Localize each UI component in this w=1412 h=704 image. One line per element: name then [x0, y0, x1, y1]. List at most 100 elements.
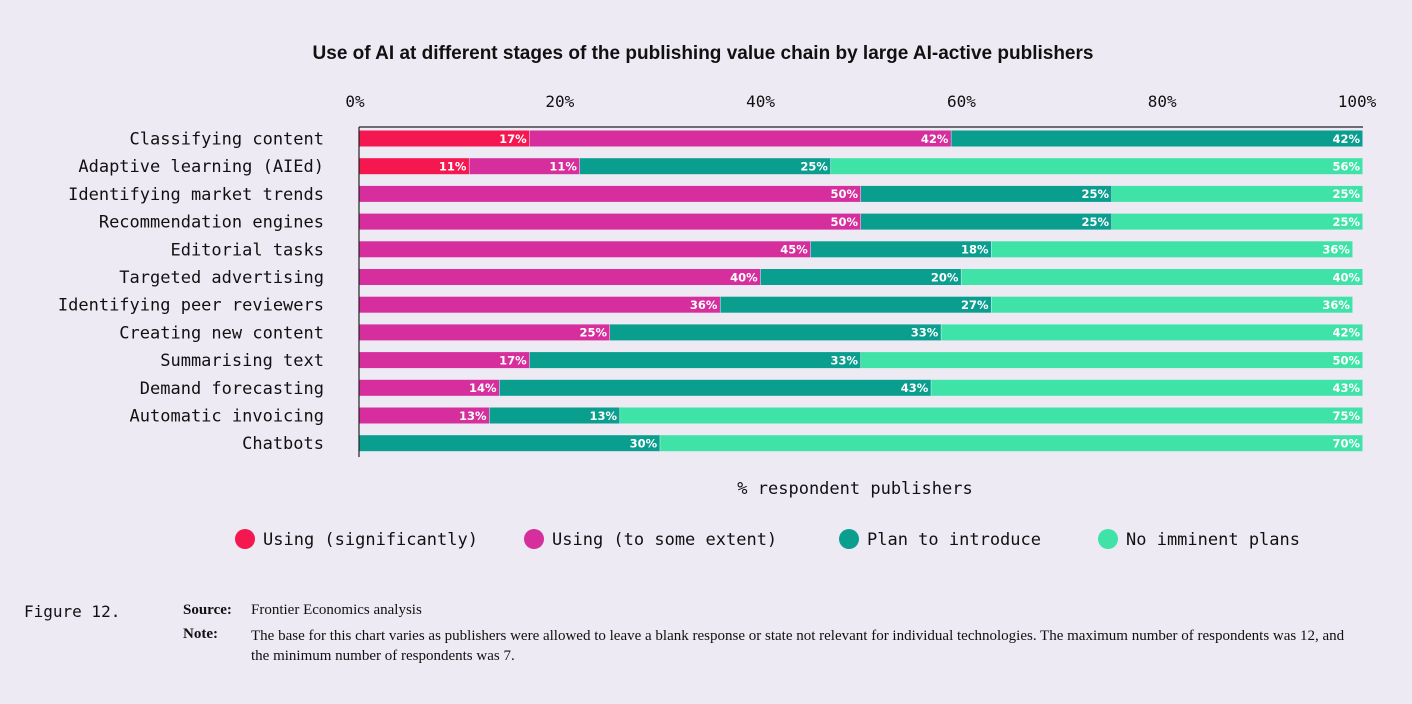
bar-segment [469, 158, 580, 175]
data-label: 42% [1332, 326, 1360, 340]
category-label: Recommendation engines [99, 213, 324, 233]
note-row: Note: The base for this chart varies as … [183, 626, 1353, 666]
category-label: Adaptive learning (AIEd) [78, 157, 324, 177]
category-label: Creating new content [119, 323, 324, 343]
category-label: Chatbots [242, 434, 324, 454]
data-label: 17% [499, 353, 527, 367]
chart-title: Use of AI at different stages of the pub… [313, 43, 1094, 64]
bars [359, 130, 1364, 452]
data-label: 33% [911, 326, 939, 340]
category-label: Identifying peer reviewers [58, 296, 324, 316]
x-tick-label: 80% [1148, 92, 1177, 111]
data-label: 13% [590, 409, 618, 423]
bar-segment [620, 407, 1363, 424]
data-label: 25% [1081, 187, 1109, 201]
bar-segment [359, 158, 470, 175]
bar-segment [359, 407, 490, 424]
legend-swatch [235, 529, 255, 549]
legend-swatch [524, 529, 544, 549]
bar-segment [529, 352, 861, 369]
legend-label: No imminent plans [1126, 530, 1300, 550]
data-label: 33% [830, 353, 858, 367]
x-tick-label: 0% [345, 92, 365, 111]
bar-segment [359, 352, 530, 369]
bar-segment [760, 269, 962, 285]
x-axis-ticks: 0% 20% 40% 60% 80% 100% [345, 92, 1376, 111]
data-label: 25% [1332, 187, 1360, 201]
legend: Using (significantly) Using (to some exte… [235, 529, 1300, 550]
data-label: 36% [1322, 243, 1350, 257]
category-label: Editorial tasks [170, 240, 324, 260]
data-label: 20% [931, 270, 959, 284]
legend-label: Using (to some extent) [552, 530, 777, 550]
data-label: 43% [901, 381, 929, 395]
legend-swatch [1098, 529, 1118, 549]
bar-segment [991, 296, 1353, 313]
bar-segment [529, 130, 952, 147]
data-label: 18% [961, 243, 989, 257]
bar-segment [961, 269, 1363, 285]
bar-segment [660, 435, 1363, 452]
data-label: 27% [961, 298, 989, 312]
data-label: 42% [1332, 132, 1360, 146]
note-key: Note: [183, 626, 218, 642]
data-label: 36% [690, 298, 718, 312]
legend-label: Using (significantly) [263, 530, 478, 550]
category-label: Demand forecasting [140, 379, 324, 399]
data-label: 25% [1332, 215, 1360, 229]
data-label: 50% [1332, 353, 1360, 367]
bar-segment [359, 213, 861, 230]
x-tick-label: 100% [1338, 92, 1377, 111]
legend-label: Plan to introduce [867, 530, 1041, 550]
source-key: Source: [183, 602, 232, 618]
data-label: 50% [830, 187, 858, 201]
data-label: 40% [730, 270, 758, 284]
data-label: 25% [800, 160, 828, 174]
bar-segment [720, 296, 992, 313]
figure-label: Figure 12. [24, 602, 121, 621]
category-label: Targeted advertising [119, 268, 324, 288]
data-label: 43% [1332, 381, 1360, 395]
bar-segment [359, 435, 661, 452]
data-label: 56% [1332, 160, 1360, 174]
data-label: 45% [780, 243, 808, 257]
bar-segment [861, 352, 1363, 369]
bar-segment [1112, 185, 1363, 202]
data-label: 75% [1332, 409, 1360, 423]
data-label: 50% [830, 215, 858, 229]
bar-segment [1112, 213, 1363, 230]
note-text: The base for this chart varies as publis… [251, 628, 1345, 664]
data-label: 30% [630, 437, 658, 451]
category-label: Summarising text [160, 351, 324, 371]
bar-segment [941, 324, 1363, 341]
data-label: 11% [439, 160, 467, 174]
bar-segment [359, 324, 610, 341]
data-labels: 17% 42% 42%11% 11% 25% 56%50% 25% 25%50% 25% 25%4… [439, 132, 1361, 451]
bar-segment [499, 379, 932, 396]
data-label: 13% [459, 409, 487, 423]
data-label: 17% [499, 132, 527, 146]
bar-segment [359, 379, 500, 396]
bar-segment [951, 130, 1363, 147]
data-label: 70% [1332, 437, 1360, 451]
data-label: 42% [921, 132, 949, 146]
x-tick-label: 60% [947, 92, 976, 111]
data-label: 36% [1322, 298, 1350, 312]
bar-segment [579, 158, 831, 175]
data-label: 14% [469, 381, 497, 395]
bar-segment [359, 241, 811, 258]
bar-segment [359, 185, 861, 202]
bar-segment [830, 158, 1363, 175]
data-label: 25% [579, 326, 607, 340]
source-text: Frontier Economics analysis [251, 602, 422, 618]
bar-segment [931, 379, 1363, 396]
bar-segment [359, 296, 721, 313]
x-axis-label: % respondent publishers [737, 479, 972, 499]
category-label: Identifying market trends [68, 185, 324, 205]
category-labels: Classifying content Adaptive learning (AI… [58, 130, 324, 455]
legend-swatch [839, 529, 859, 549]
x-tick-label: 40% [746, 92, 775, 111]
data-label: 40% [1332, 270, 1360, 284]
source-row: Source: Frontier Economics analysis [183, 602, 422, 619]
bar-segment [810, 241, 992, 258]
